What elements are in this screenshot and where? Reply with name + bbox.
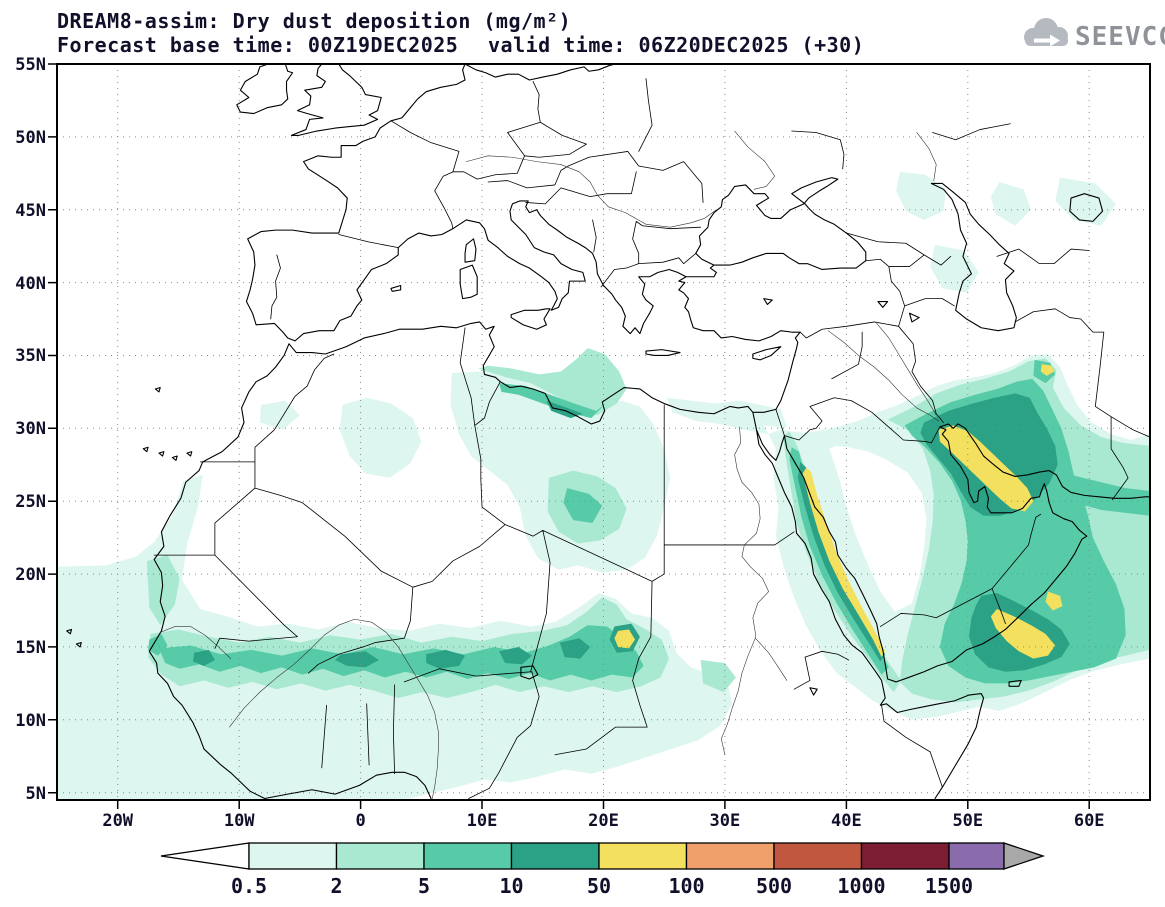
lat-tick-label: 5N [26, 784, 46, 804]
cloud-icon [1024, 18, 1068, 47]
axis-ticks [48, 63, 1090, 809]
lat-tick-label: 30N [15, 419, 46, 439]
lon-tick-label: 20W [102, 811, 133, 831]
rivers [160, 131, 938, 798]
country-borders [154, 79, 1150, 799]
colorbar-tick-label: 100 [668, 874, 704, 898]
colorbar-tick-label: 1500 [925, 874, 973, 898]
coastlines [67, 64, 1150, 799]
colorbar-tick-label: 1000 [837, 874, 885, 898]
colorbar-tick-label: 0.5 [231, 874, 267, 898]
lat-tick-label: 50N [15, 128, 46, 148]
gridlines [57, 64, 1150, 800]
lon-tick-label: 60E [1074, 811, 1105, 831]
colorbar-band [860, 842, 950, 870]
lat-tick-label: 20N [15, 565, 46, 585]
lat-tick-label: 35N [15, 346, 46, 366]
dust-level-50-100 [614, 364, 1063, 659]
colorbar-band [510, 842, 600, 870]
lat-tick-label: 45N [15, 201, 46, 221]
map-subtitle-base-time: Forecast base time: 00Z19DEC2025 [57, 33, 458, 57]
colorbar-tick-label: 500 [756, 874, 792, 898]
colorbar-band [423, 842, 513, 870]
colorbar-band [948, 842, 1005, 870]
colorbar-band [773, 842, 863, 870]
lon-tick-label: 10E [467, 811, 498, 831]
dust-level-10-50 [193, 393, 1070, 672]
lon-tick-label: 20E [588, 811, 619, 831]
seevccc-logo: SEEVCCC [1024, 18, 1165, 52]
lat-tick-label: 15N [15, 638, 46, 658]
colorbar-arrow-right [1003, 842, 1046, 870]
colorbar: 0.5 2 5 10 50 100 500 1000 1500 [160, 842, 1046, 898]
lat-tick-label: 40N [15, 274, 46, 294]
lon-tick-label: 40E [831, 811, 862, 831]
map-plot-area [57, 64, 1150, 800]
lon-tick-label: 0 [355, 811, 365, 831]
colorbar-tick-label: 2 [330, 874, 342, 898]
colorbar-band [598, 842, 688, 870]
lon-tick-label: 50E [952, 811, 983, 831]
geography [67, 64, 1150, 799]
map-subtitle-valid-time: valid time: 06Z20DEC2025 (+30) [488, 33, 864, 57]
colorbar-band [335, 842, 425, 870]
lat-tick-label: 55N [15, 55, 46, 75]
lat-tick-label: 25N [15, 492, 46, 512]
lon-tick-label: 30E [710, 811, 741, 831]
colorbar-band [685, 842, 775, 870]
logo-text: SEEVCCC [1075, 22, 1165, 52]
colorbar-band [248, 842, 338, 870]
dust-hole-central-arabia [829, 445, 927, 612]
map-title: DREAM8-assim: Dry dust deposition (mg/m²… [57, 9, 571, 33]
dust-deposition-fills [57, 171, 1150, 800]
colorbar-tick-label: 50 [587, 874, 611, 898]
lat-tick-label: 10N [15, 711, 46, 731]
lon-tick-label: 10W [224, 811, 255, 831]
colorbar-tick-label: 10 [499, 874, 523, 898]
colorbar-tick-label: 5 [418, 874, 430, 898]
